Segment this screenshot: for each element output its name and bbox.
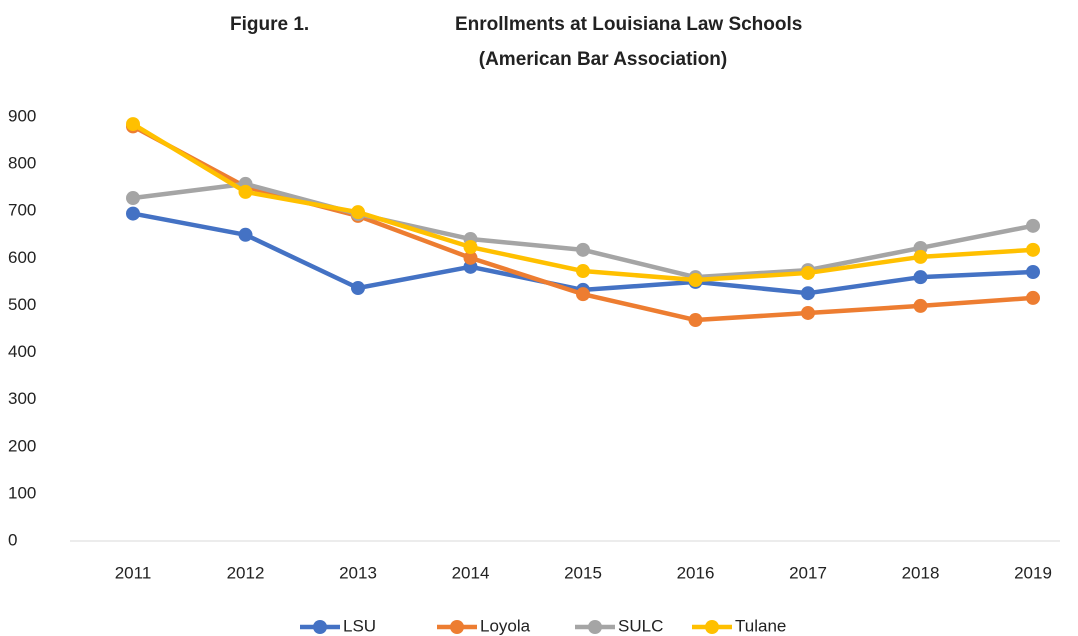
x-tick-label: 2012 <box>227 563 265 582</box>
data-point <box>913 270 928 285</box>
y-tick-label: 0 <box>8 530 17 549</box>
data-point <box>801 265 815 280</box>
legend-label: LSU <box>343 616 376 635</box>
data-point <box>126 191 140 206</box>
data-point <box>1026 264 1040 279</box>
figure-label: Figure 1. <box>230 14 309 35</box>
data-point <box>913 298 928 313</box>
data-point <box>1026 242 1040 257</box>
data-point <box>1026 218 1040 233</box>
legend-swatch-dot <box>313 620 327 634</box>
legend-label: Tulane <box>735 616 786 635</box>
x-tick-label: 2015 <box>564 563 602 582</box>
legend-label: Loyola <box>480 616 531 635</box>
data-point <box>1026 290 1040 305</box>
y-tick-label: 200 <box>8 436 36 455</box>
y-tick-label: 500 <box>8 295 36 314</box>
legend-label: SULC <box>618 616 663 635</box>
x-tick-label: 2016 <box>677 563 715 582</box>
data-point <box>913 249 928 264</box>
data-point <box>688 313 703 328</box>
y-tick-label: 100 <box>8 483 36 502</box>
x-tick-label: 2013 <box>339 563 377 582</box>
data-point <box>576 264 590 279</box>
y-tick-label: 700 <box>8 201 36 220</box>
chart-title: Enrollments at Louisiana Law Schools <box>455 14 802 35</box>
data-point <box>576 287 590 302</box>
y-tick-label: 300 <box>8 389 36 408</box>
data-point <box>801 286 815 301</box>
data-point <box>576 242 590 257</box>
data-point <box>126 206 140 221</box>
x-tick-label: 2014 <box>452 563 490 582</box>
data-point <box>351 281 365 296</box>
x-tick-label: 2011 <box>115 563 152 582</box>
legend-swatch-dot <box>588 620 602 634</box>
y-tick-label: 600 <box>8 248 36 267</box>
y-tick-label: 400 <box>8 342 36 361</box>
x-tick-label: 2019 <box>1014 563 1052 582</box>
data-point <box>351 205 365 220</box>
legend-swatch-dot <box>705 620 719 634</box>
data-point <box>463 240 478 255</box>
data-point <box>238 227 253 242</box>
legend-swatch-dot <box>450 620 464 634</box>
data-point <box>238 184 253 199</box>
data-point <box>126 117 140 132</box>
chart-subtitle: (American Bar Association) <box>479 49 727 70</box>
data-point <box>801 305 815 320</box>
y-tick-label: 800 <box>8 154 36 173</box>
y-tick-label: 900 <box>8 106 36 125</box>
x-tick-label: 2018 <box>902 563 940 582</box>
x-tick-label: 2017 <box>789 563 827 582</box>
data-point <box>688 273 703 288</box>
data-point <box>463 250 478 265</box>
